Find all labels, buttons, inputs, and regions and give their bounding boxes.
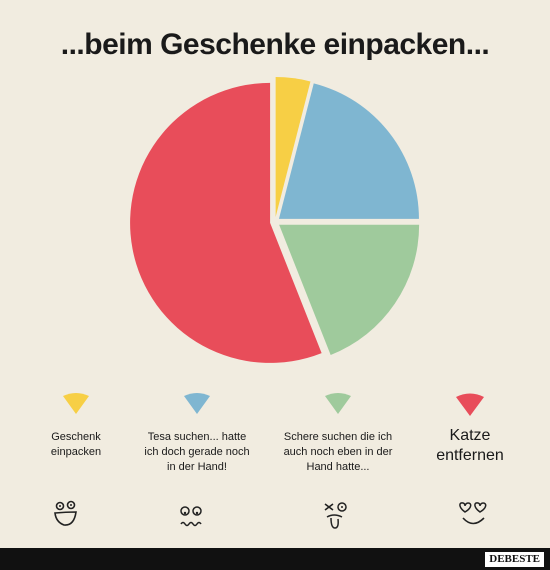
legend-item-katze: Katze entfernen xyxy=(400,390,540,466)
legend-label-katze: Katze entfernen xyxy=(436,427,504,464)
legend-item-geschenk: Geschenk einpacken xyxy=(6,390,146,460)
heart-eyes-face-icon xyxy=(459,502,487,525)
dizzy-face-icon xyxy=(324,502,347,529)
footer-bar: DEBESTE xyxy=(0,548,550,570)
footer-logo[interactable]: DEBESTE xyxy=(485,552,544,567)
legend-wedge-green xyxy=(325,393,351,414)
pie-slice-tesa xyxy=(278,83,419,219)
happy-face-icon xyxy=(54,500,77,526)
legend-wedge-yellow xyxy=(63,393,89,414)
legend-label-tesa: Tesa suchen... hatte ich doch gerade noc… xyxy=(144,431,250,473)
legend-item-schere: Schere suchen die ich auch noch eben in … xyxy=(268,390,408,475)
pie-slice-geschenk xyxy=(275,77,311,218)
pie-chart xyxy=(130,77,420,363)
legend-label-geschenk: Geschenk einpacken xyxy=(50,431,102,458)
chart-title: ...beim Geschenke einpacken... xyxy=(60,28,490,61)
legend-wedge-blue xyxy=(184,393,210,414)
legend-item-tesa: Tesa suchen... hatte ich doch gerade noc… xyxy=(127,390,267,475)
pie-slice-katze xyxy=(130,82,322,363)
worried-face-icon xyxy=(180,506,202,527)
legend-wedge-red xyxy=(456,393,484,416)
pie-slice-schere xyxy=(279,224,420,355)
legend-label-schere: Schere suchen die ich auch noch eben in … xyxy=(283,431,393,473)
